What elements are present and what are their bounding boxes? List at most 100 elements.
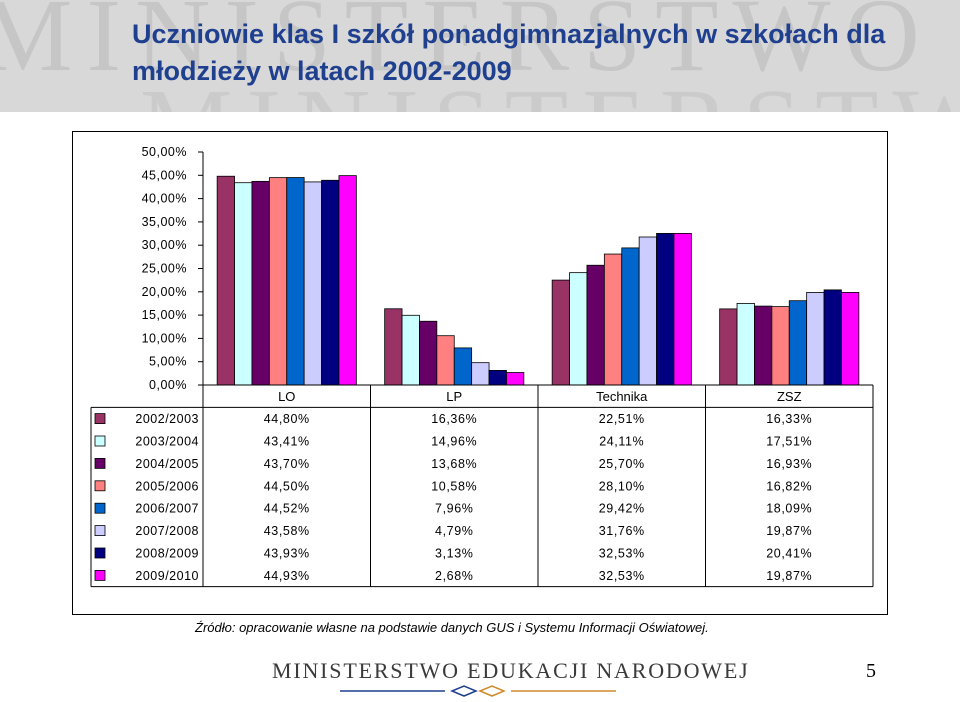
- bar: [436, 335, 455, 386]
- data-label: 44,93%: [264, 569, 310, 583]
- x-category-label: LO: [278, 389, 295, 404]
- bar: [823, 289, 842, 386]
- data-label: 17,51%: [766, 435, 812, 449]
- footer-decoration: [340, 685, 616, 697]
- legend-label: 2009/2010: [135, 569, 199, 583]
- data-label: 16,36%: [431, 412, 477, 426]
- data-label: 43,58%: [264, 524, 310, 538]
- data-label: 19,87%: [766, 524, 812, 538]
- legend-key: [94, 413, 106, 425]
- legend-label: 2004/2005: [135, 457, 199, 471]
- bar: [268, 177, 288, 386]
- bar: [754, 305, 773, 386]
- bar: [621, 247, 640, 386]
- data-label: 44,52%: [264, 502, 310, 516]
- bar: [338, 175, 357, 386]
- y-tick-label: 15,00%: [142, 308, 187, 322]
- bar: [303, 181, 322, 386]
- y-tick-label: 40,00%: [142, 192, 187, 206]
- data-label: 43,41%: [264, 435, 310, 449]
- data-label: 16,93%: [766, 457, 812, 471]
- data-label: 32,53%: [599, 547, 645, 561]
- bar: [569, 272, 588, 386]
- watermark-logo: MINISTERSTWO MINISTERSTWO: [0, 0, 960, 112]
- legend-key: [94, 457, 106, 469]
- y-tick-label: 50,00%: [142, 145, 187, 159]
- bar: [771, 306, 790, 386]
- bar: [471, 362, 490, 386]
- data-label: 2,68%: [435, 569, 473, 583]
- bar: [419, 320, 438, 386]
- legend-key: [94, 525, 106, 537]
- bar: [234, 182, 253, 386]
- data-label: 44,80%: [264, 412, 310, 426]
- data-label: 4,79%: [435, 524, 473, 538]
- page-number: 5: [866, 660, 876, 682]
- legend-key: [94, 569, 106, 581]
- data-label: 13,68%: [431, 457, 477, 471]
- data-label: 7,96%: [435, 502, 473, 516]
- data-label: 29,42%: [599, 502, 645, 516]
- bar: [551, 279, 570, 386]
- legend-label: 2007/2008: [135, 524, 199, 538]
- bar: [736, 303, 755, 386]
- y-tick-label: 45,00%: [142, 168, 187, 182]
- x-category-label: LP: [446, 389, 462, 404]
- header-banner: MINISTERSTWO MINISTERSTWO Uczniowie klas…: [0, 0, 960, 112]
- bar: [806, 292, 825, 386]
- data-label: 28,10%: [599, 479, 645, 493]
- data-label: 10,58%: [431, 479, 477, 493]
- slide-title: Uczniowie klas I szkół ponadgimnazjalnyc…: [132, 19, 886, 86]
- bar: [656, 233, 675, 386]
- data-label: 24,11%: [599, 435, 644, 449]
- bar: [586, 264, 605, 386]
- data-label: 16,82%: [766, 479, 812, 493]
- footer-brand-logo: MINISTERSTWO EDUKACJI NARODOWEJ: [272, 658, 750, 683]
- data-label: 25,70%: [599, 457, 645, 471]
- bar: [638, 236, 657, 386]
- y-tick-label: 0,00%: [149, 378, 187, 392]
- source-note: Źródło: opracowanie własne na podstawie …: [195, 620, 709, 635]
- chart-panel: 0,00% 5,00% 10,00% 15,00% 20,00% 25,00% 30,00%…: [72, 131, 888, 615]
- watermark-line-2: MINISTERSTWO: [140, 68, 960, 112]
- legend-key: [94, 547, 106, 559]
- bar: [321, 179, 340, 386]
- bar: [251, 180, 270, 386]
- bar: [506, 372, 525, 386]
- legend-label: 2002/2003: [135, 412, 199, 426]
- chart: 0,00% 5,00% 10,00% 15,00% 20,00% 25,00% 30,00%…: [90, 145, 874, 588]
- bar: [401, 314, 420, 386]
- data-label: 3,13%: [435, 547, 473, 561]
- bar: [719, 308, 738, 386]
- data-label: 32,53%: [599, 569, 645, 583]
- bar: [603, 253, 623, 386]
- y-tick-label: 5,00%: [149, 355, 187, 369]
- y-tick-label: 30,00%: [142, 238, 187, 252]
- data-label: 20,41%: [766, 547, 812, 561]
- data-label: 19,87%: [766, 569, 812, 583]
- bar: [216, 175, 235, 386]
- legend-label: 2008/2009: [135, 547, 199, 561]
- bar: [841, 292, 860, 386]
- bar: [286, 177, 305, 386]
- data-label: 22,51%: [599, 412, 645, 426]
- x-category-label: ZSZ: [777, 389, 802, 404]
- legend-label: 2006/2007: [135, 502, 199, 516]
- legend-key: [94, 502, 106, 514]
- y-tick-label: 20,00%: [142, 285, 187, 299]
- watermark-line-1: MINISTERSTWO: [0, 0, 934, 93]
- data-label: 18,09%: [766, 502, 812, 516]
- legend-key: [94, 435, 106, 447]
- x-category-label: Technika: [596, 389, 648, 404]
- y-tick-label: 10,00%: [142, 331, 187, 345]
- bar: [453, 347, 473, 386]
- legend-label: 2003/2004: [135, 435, 199, 449]
- y-tick-label: 25,00%: [142, 262, 187, 276]
- data-label: 44,50%: [264, 479, 310, 493]
- legend-key: [94, 480, 106, 492]
- bar: [488, 370, 507, 386]
- bar: [788, 300, 808, 386]
- data-label: 43,70%: [264, 457, 310, 471]
- legend-label: 2005/2006: [135, 479, 199, 493]
- y-tick-label: 35,00%: [142, 215, 187, 229]
